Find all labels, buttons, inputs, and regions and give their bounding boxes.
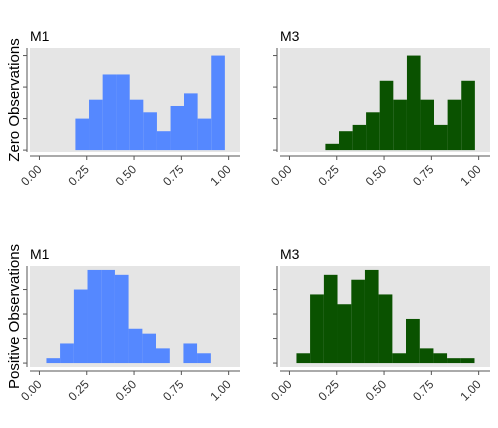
bar (364, 269, 379, 364)
x-tick-label: 0.50 (113, 162, 140, 189)
bar (102, 74, 117, 151)
bar (337, 304, 352, 364)
bar (170, 105, 184, 151)
bar (101, 269, 115, 364)
bar (447, 358, 461, 364)
x-tick-label: 0.75 (160, 377, 187, 404)
bar (339, 131, 353, 151)
panel-title: M3 (280, 28, 300, 44)
bar (142, 333, 156, 364)
bar (197, 353, 211, 364)
x-tick-label: 0.50 (113, 377, 140, 404)
bar (73, 289, 88, 364)
bar (434, 124, 448, 151)
panel-title: M1 (30, 28, 50, 44)
y-axis-label: Positive Observations (6, 244, 23, 389)
x-tick-label: 0.75 (160, 162, 187, 189)
bar (183, 343, 198, 364)
panel-title: M3 (280, 246, 300, 262)
bar (75, 118, 90, 151)
x-tick-label: 0.25 (65, 377, 92, 404)
bar (116, 74, 130, 151)
x-tick-label: 1.00 (457, 162, 484, 189)
bar (351, 279, 365, 364)
bar (419, 348, 434, 364)
bar (366, 112, 380, 151)
bar (406, 55, 421, 151)
x-tick-label: 1.00 (457, 377, 484, 404)
x-tick-label: 0.75 (410, 377, 437, 404)
x-tick-label: 1.00 (207, 377, 234, 404)
bar (379, 80, 394, 151)
x-tick-label: 1.00 (207, 162, 234, 189)
x-tick-label: 0.25 (65, 162, 92, 189)
x-tick-label: 0.50 (363, 377, 390, 404)
y-axis-label: Zero Observations (6, 38, 23, 161)
bar (156, 131, 171, 151)
x-tick-label: 0.00 (268, 162, 295, 189)
bar (420, 99, 434, 151)
x-tick-label: 0.25 (315, 377, 342, 404)
bar (461, 80, 475, 151)
bar (46, 358, 61, 364)
x-tick-label: 0.00 (18, 162, 45, 189)
bar (197, 118, 212, 151)
bar (392, 353, 406, 364)
bar (211, 55, 225, 151)
bar (352, 124, 367, 151)
bar (325, 143, 340, 151)
bar (323, 274, 338, 364)
x-tick-label: 0.75 (410, 162, 437, 189)
bar (114, 274, 129, 364)
bar (60, 343, 74, 364)
panel-title: M1 (30, 246, 50, 262)
x-tick-label: 0.25 (315, 162, 342, 189)
bar (296, 353, 311, 364)
bar (393, 99, 407, 151)
bar (433, 353, 448, 364)
bar (460, 358, 475, 364)
x-tick-label: 0.50 (363, 162, 390, 189)
bar (378, 294, 393, 364)
bar (184, 93, 198, 151)
bar (310, 294, 324, 364)
bar (447, 99, 462, 151)
bar (129, 99, 144, 151)
bar (87, 269, 102, 364)
bar (406, 318, 420, 364)
x-tick-label: 0.00 (268, 377, 295, 404)
bar (128, 328, 143, 364)
bar (89, 99, 103, 151)
bar (156, 348, 170, 364)
bar (143, 112, 157, 151)
